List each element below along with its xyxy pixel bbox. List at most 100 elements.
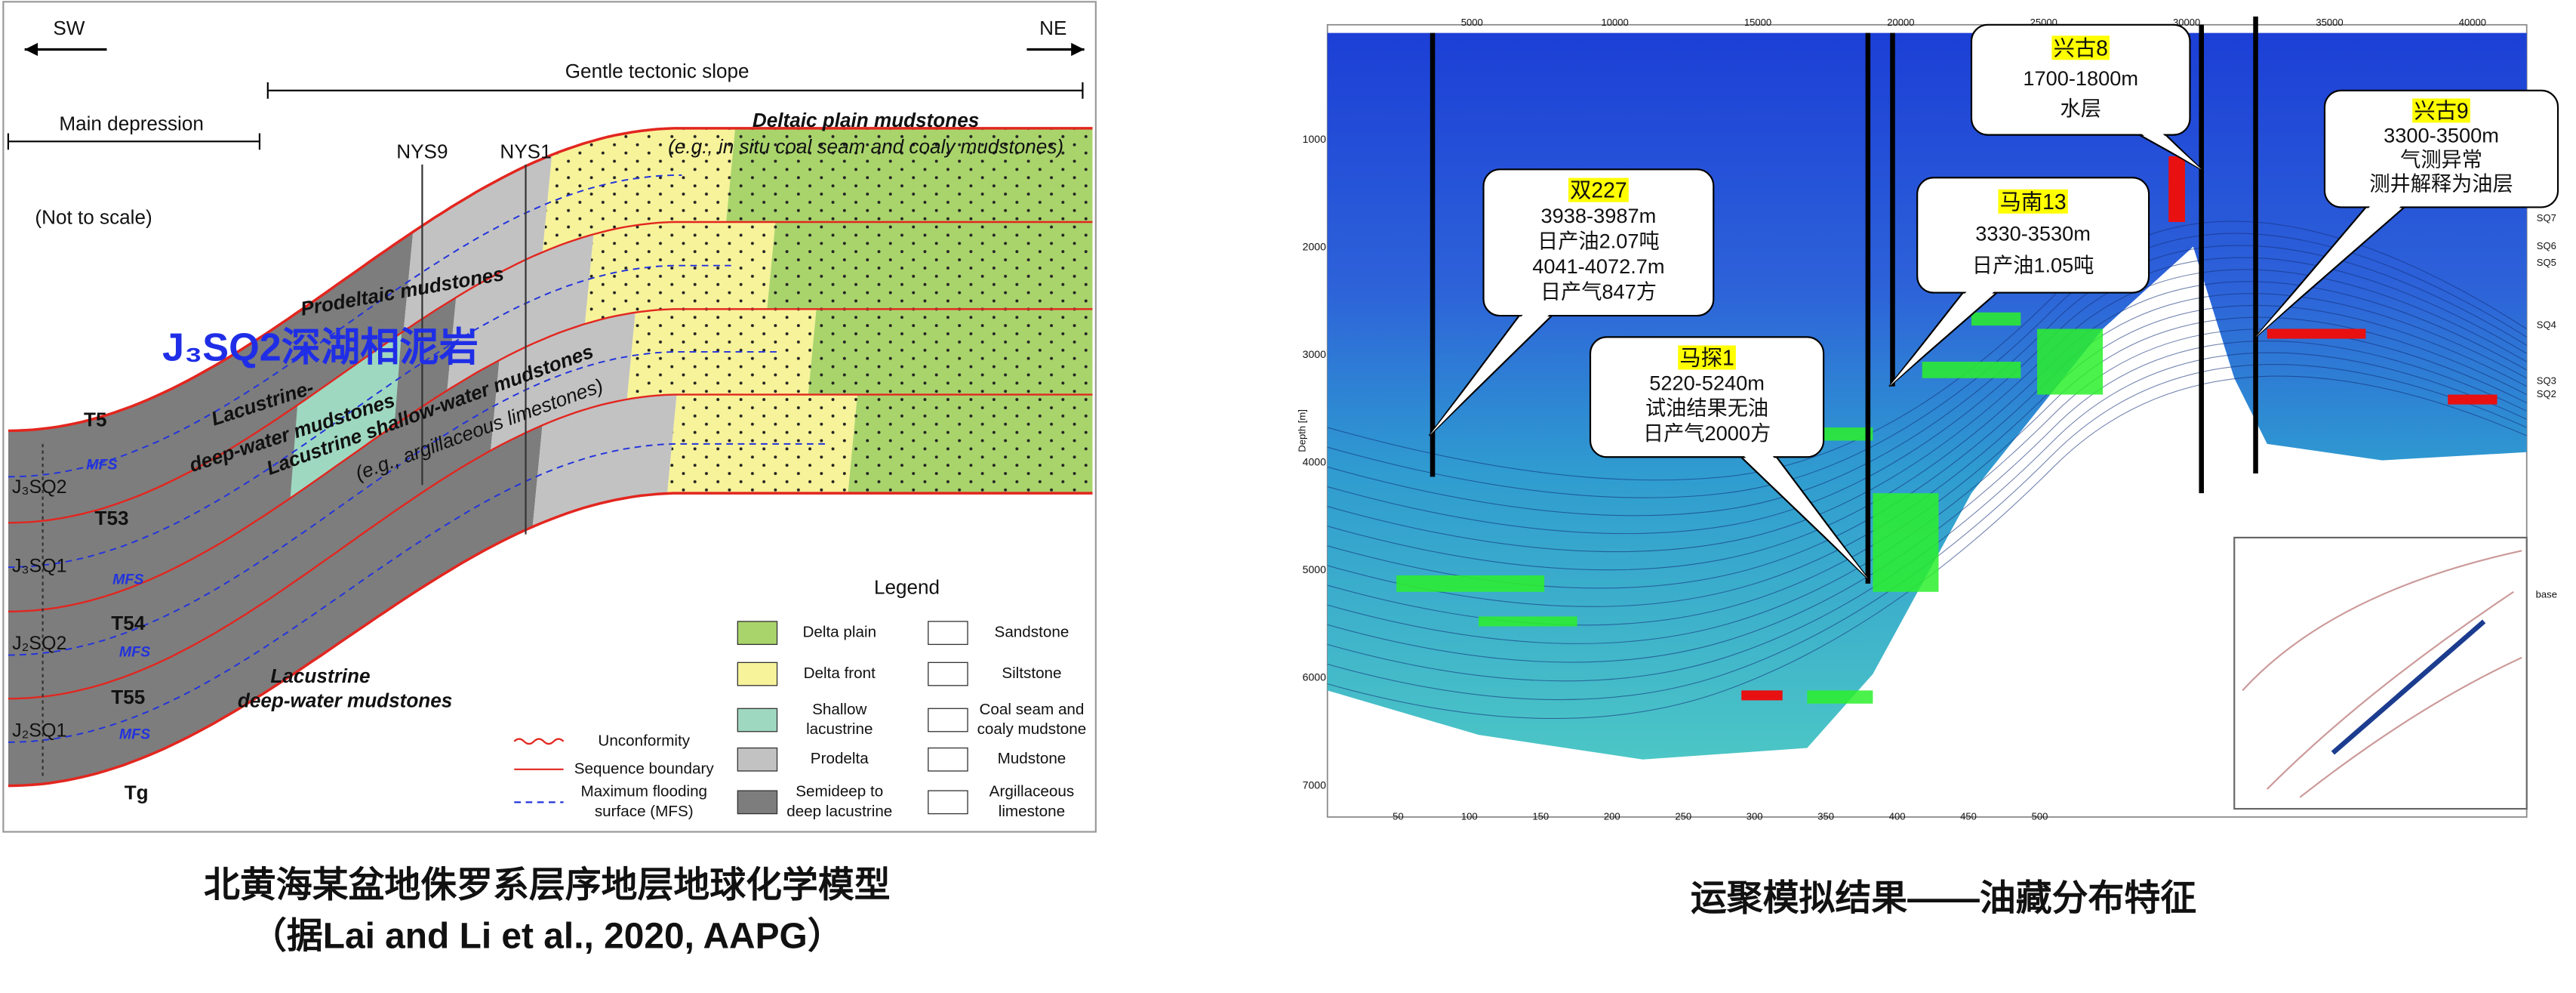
label: 300 xyxy=(1747,810,1763,822)
label: surface (MFS) xyxy=(595,803,694,820)
callout-line: 5220-5240m xyxy=(1649,371,1765,394)
sequence-boundary xyxy=(8,393,1093,700)
depression-bar xyxy=(7,133,261,150)
callout-well: 兴古8 xyxy=(2054,35,2108,60)
label: T53 xyxy=(95,507,129,529)
callout-line: 测井解释为油层 xyxy=(2369,171,2513,195)
callout-well: 兴古9 xyxy=(2414,98,2468,122)
horizon xyxy=(1327,233,2527,498)
label: (e.g., in situ coal seam and coaly mudst… xyxy=(668,135,1063,158)
callout-well: 马南13 xyxy=(2000,190,2067,214)
callout-well: 马探1 xyxy=(1679,345,1734,369)
slope-bar xyxy=(266,82,1084,99)
label: 35000 xyxy=(2316,17,2343,28)
legend-swatch xyxy=(737,790,778,815)
callout-line: 4041-4072.7m xyxy=(1532,254,1664,278)
label: Argillaceous xyxy=(989,783,1075,800)
caption: （据Lai and Li et al., 2020, AAPG） xyxy=(251,917,844,957)
arrow-head xyxy=(1071,42,1085,57)
label: coaly mudstone xyxy=(977,720,1087,738)
label: 100 xyxy=(1461,810,1478,822)
callout-line: 水层 xyxy=(2060,97,2101,120)
mfs-line xyxy=(8,174,682,478)
label: MFS xyxy=(119,726,150,742)
label: T55 xyxy=(111,686,145,708)
legend-swatch xyxy=(928,708,968,732)
mfs-line xyxy=(8,264,731,569)
oil-patch xyxy=(2267,328,2366,339)
label: Semideep to xyxy=(796,783,883,800)
label: Deltaic plain mudstones xyxy=(752,109,979,131)
label: (Not to scale) xyxy=(35,206,152,229)
label: 150 xyxy=(1532,810,1549,822)
hydrocarbon-patch xyxy=(1478,616,1577,627)
label: 7000 xyxy=(1303,779,1327,791)
callout-line: 3300-3500m xyxy=(2384,123,2499,146)
arrow-head xyxy=(24,42,38,57)
label: Gentle tectonic slope xyxy=(565,60,749,82)
well-highlight xyxy=(1568,177,1629,202)
inset-contour xyxy=(2242,550,2522,798)
caption: 北黄海某盆地侏罗系层序地层地球化学模型 xyxy=(204,865,891,905)
label: SQ3 xyxy=(2537,375,2556,387)
caption: 运聚模拟结果——油藏分布特征 xyxy=(1691,879,2196,919)
well-highlight xyxy=(1678,345,1736,370)
callout-line: 日产油2.07吨 xyxy=(1537,229,1660,252)
label: 10000 xyxy=(1602,17,1629,28)
sequence-boundary xyxy=(8,492,1093,788)
callout-line: 1700-1800m xyxy=(2023,66,2138,90)
label: T5 xyxy=(84,408,106,430)
callout-line: 日产气2000方 xyxy=(1643,421,1771,445)
horizon xyxy=(1327,269,2527,553)
label: Coal seam and xyxy=(979,701,1084,718)
mfs-line xyxy=(8,350,780,656)
hydrocarbon-patch xyxy=(1807,690,1873,704)
hydrocarbon-patch xyxy=(1971,312,2021,326)
label: lacustrine xyxy=(806,720,873,738)
oil-patch xyxy=(2168,156,2185,222)
horizon xyxy=(1327,220,2527,481)
label: 4000 xyxy=(1303,456,1327,468)
label: deep-water mudstones xyxy=(238,689,452,711)
label: 15000 xyxy=(1744,17,1771,28)
inset-map xyxy=(2233,536,2528,810)
hydrocarbon-patch xyxy=(1396,575,1545,592)
label: 6000 xyxy=(1303,671,1327,683)
horizon xyxy=(1327,257,2527,535)
callout-tail-fill xyxy=(2255,137,2453,338)
label: 3000 xyxy=(1303,348,1327,360)
label: Unconformity xyxy=(598,732,690,749)
legend-swatch xyxy=(928,790,968,815)
label: J₃SQ1 xyxy=(12,556,67,577)
label: MFS xyxy=(86,456,117,473)
legend-swatch xyxy=(737,747,778,772)
label: limestone xyxy=(999,803,1065,820)
label: J₂SQ2 xyxy=(12,633,66,654)
callout-well: 双227 xyxy=(1570,178,1627,202)
callout-line: 气测异常 xyxy=(2400,147,2482,171)
horizon xyxy=(1327,245,2527,517)
label: NE xyxy=(1039,17,1066,39)
callout-line: 3938-3987m xyxy=(1541,204,1657,227)
label: Maximum flooding xyxy=(580,783,707,800)
label: Prodelta xyxy=(811,750,869,767)
callout-line: 试油结果无油 xyxy=(1645,396,1768,420)
label: J₃SQ2 xyxy=(12,476,67,498)
legend-unconformity xyxy=(513,738,565,745)
sequence-boundary xyxy=(8,127,1093,433)
label: Mudstone xyxy=(998,750,1066,767)
oil-patch xyxy=(2448,394,2498,405)
callout-tail-fill xyxy=(1429,232,1611,436)
label: 5000 xyxy=(1461,17,1483,28)
label: 200 xyxy=(1604,810,1620,822)
right-figure: 5000 10000 15000 20000 25000 30000 35000 400001… xyxy=(1297,16,2559,822)
well-highlight xyxy=(1998,189,2068,214)
label: T54 xyxy=(111,612,145,634)
shallow-lacustrine xyxy=(263,221,427,612)
label: J₃SQ2深湖相泥岩 xyxy=(162,326,479,370)
callout-tail-fill xyxy=(1889,224,2045,387)
label: SQ7 xyxy=(2537,212,2556,224)
label: Delta plain xyxy=(802,624,876,641)
label: SQ4 xyxy=(2537,319,2556,331)
